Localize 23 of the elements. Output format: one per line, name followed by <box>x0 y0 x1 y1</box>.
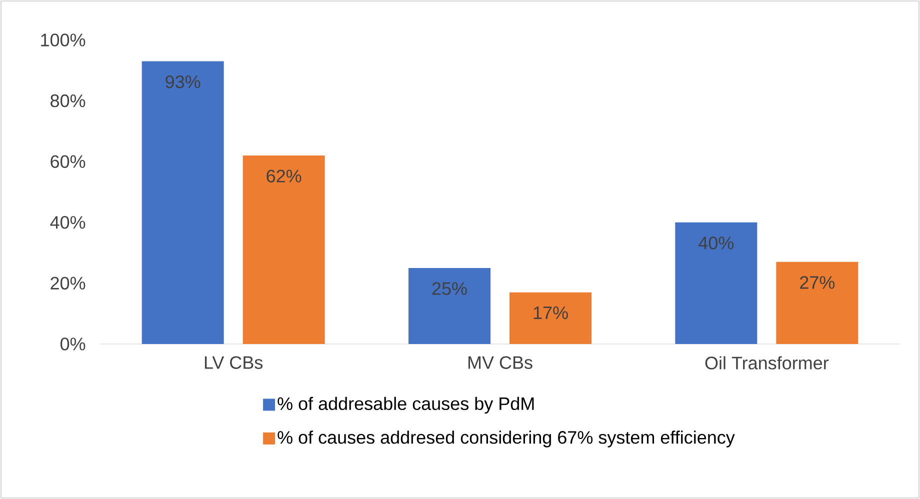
bar <box>675 222 758 344</box>
data-label: 62% <box>266 170 302 182</box>
bar <box>776 262 858 344</box>
x-tick-label: Oil Transformer <box>705 356 829 370</box>
bar <box>510 292 592 344</box>
y-tick-label: 20% <box>50 276 86 290</box>
data-label: 93% <box>166 75 200 88</box>
y-tick-label: 40% <box>50 216 86 229</box>
y-tick-label: 60% <box>50 155 86 168</box>
y-tick-label: 0% <box>60 338 86 350</box>
data-label: 25% <box>432 282 467 295</box>
y-tick-label: 80% <box>50 94 86 108</box>
bar <box>408 268 491 344</box>
x-tick-label: LV CBs <box>204 356 263 369</box>
y-tick-label: 100% <box>41 34 86 46</box>
data-label: 17% <box>534 306 568 320</box>
x-tick-label: MV CBs <box>468 356 532 369</box>
bar <box>242 156 325 344</box>
legend-label: % of causes addresed considering 67% system efficiency <box>278 430 735 448</box>
data-label: 40% <box>698 236 734 250</box>
data-label: 27% <box>800 276 835 289</box>
bar <box>142 61 224 344</box>
legend-label: % of addresable causes by PdM <box>278 396 534 414</box>
